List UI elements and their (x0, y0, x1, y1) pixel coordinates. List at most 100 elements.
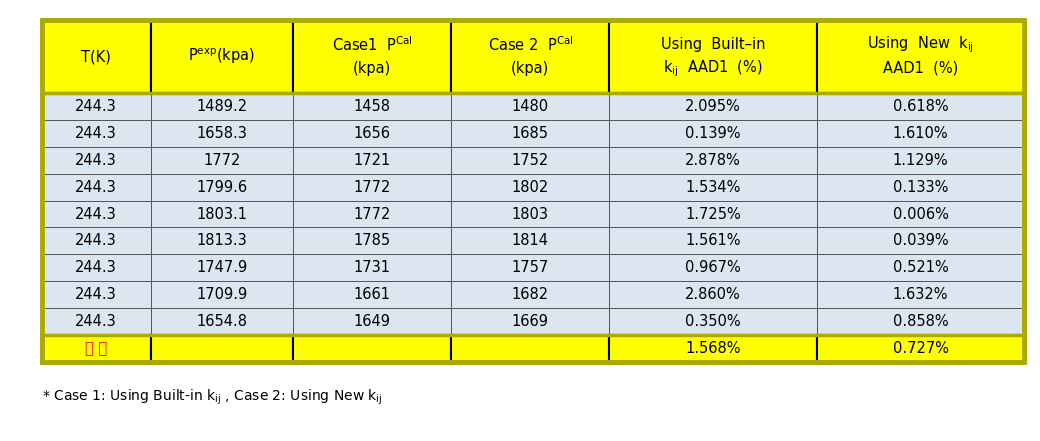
Text: 1752: 1752 (512, 153, 549, 168)
Text: 244.3: 244.3 (75, 314, 118, 329)
Text: 1813.3: 1813.3 (197, 233, 248, 248)
Text: Using  Built–in: Using Built–in (661, 37, 765, 52)
Bar (609, 335, 817, 362)
Bar (609, 281, 817, 308)
Bar (817, 201, 1024, 228)
Bar (42, 254, 151, 281)
Text: 1709.9: 1709.9 (197, 287, 248, 302)
Text: 1757: 1757 (512, 260, 549, 275)
Bar (42, 20, 1024, 362)
Text: 1785: 1785 (354, 233, 390, 248)
Text: 1747.9: 1747.9 (197, 260, 248, 275)
Text: 244.3: 244.3 (75, 233, 118, 248)
Bar (151, 308, 293, 335)
Text: Using  New  k$_{\mathregular{ij}}$: Using New k$_{\mathregular{ij}}$ (867, 34, 974, 55)
Text: 1721: 1721 (354, 153, 391, 168)
Text: 1649: 1649 (354, 314, 390, 329)
Text: 0.967%: 0.967% (685, 260, 742, 275)
Bar (817, 308, 1024, 335)
Bar (293, 201, 451, 228)
Text: 1.632%: 1.632% (893, 287, 948, 302)
Bar (817, 174, 1024, 201)
Text: 244.3: 244.3 (75, 180, 118, 195)
Bar (151, 281, 293, 308)
Bar (451, 308, 609, 335)
Bar (293, 254, 451, 281)
Bar (151, 228, 293, 254)
Bar (609, 174, 817, 201)
Bar (151, 335, 293, 362)
Text: Case 2  P$^{\mathregular{Cal}}$: Case 2 P$^{\mathregular{Cal}}$ (488, 35, 573, 54)
Text: 1480: 1480 (512, 99, 549, 114)
Text: 1.568%: 1.568% (685, 341, 740, 356)
Bar (451, 174, 609, 201)
Text: 0.139%: 0.139% (685, 126, 740, 141)
Text: 2.878%: 2.878% (685, 153, 742, 168)
Text: 0.039%: 0.039% (893, 233, 948, 248)
Text: 244.3: 244.3 (75, 260, 118, 275)
Bar (42, 281, 151, 308)
Bar (451, 335, 609, 362)
Bar (451, 147, 609, 174)
Text: 0.521%: 0.521% (892, 260, 948, 275)
Text: 0.727%: 0.727% (892, 341, 948, 356)
Text: 1656: 1656 (354, 126, 390, 141)
Text: P$^{\mathregular{exp}}$(kpa): P$^{\mathregular{exp}}$(kpa) (188, 47, 256, 67)
Text: k$_{\mathregular{ij}}$  AAD1  (%): k$_{\mathregular{ij}}$ AAD1 (%) (664, 58, 763, 78)
Text: 0.618%: 0.618% (893, 99, 948, 114)
Bar (451, 201, 609, 228)
Text: T(K): T(K) (81, 49, 111, 64)
Bar (42, 147, 151, 174)
Text: 244.3: 244.3 (75, 153, 118, 168)
Text: 1654.8: 1654.8 (197, 314, 248, 329)
Text: 0.133%: 0.133% (893, 180, 948, 195)
Text: 2.095%: 2.095% (685, 99, 742, 114)
Bar (42, 335, 1024, 362)
Bar (609, 147, 817, 174)
Bar (293, 308, 451, 335)
Bar (42, 20, 1024, 93)
Bar (293, 281, 451, 308)
Text: 1682: 1682 (512, 287, 549, 302)
Bar (293, 174, 451, 201)
Text: 1731: 1731 (354, 260, 390, 275)
Text: 1803: 1803 (512, 206, 549, 221)
Bar (451, 228, 609, 254)
Bar (293, 20, 451, 93)
Bar (451, 20, 609, 93)
Bar (293, 335, 451, 362)
Bar (151, 20, 293, 93)
Bar (609, 20, 817, 93)
Text: 1799.6: 1799.6 (197, 180, 248, 195)
Bar (817, 120, 1024, 147)
Text: 244.3: 244.3 (75, 206, 118, 221)
Text: 1.561%: 1.561% (685, 233, 740, 248)
Bar (451, 281, 609, 308)
Bar (451, 120, 609, 147)
Text: 1.610%: 1.610% (893, 126, 948, 141)
Bar (42, 228, 151, 254)
Bar (817, 254, 1024, 281)
Text: 1685: 1685 (512, 126, 549, 141)
Bar (42, 335, 151, 362)
Bar (817, 335, 1024, 362)
Text: 평 균: 평 균 (85, 341, 107, 356)
Text: 1803.1: 1803.1 (197, 206, 248, 221)
Bar (151, 201, 293, 228)
Bar (609, 201, 817, 228)
Text: 0.858%: 0.858% (893, 314, 948, 329)
Bar (817, 228, 1024, 254)
Text: 0.350%: 0.350% (685, 314, 740, 329)
Text: * Case 1: Using Built-in k$_{\mathregular{ij}}$ , Case 2: Using New k$_{\mathreg: * Case 1: Using Built-in k$_{\mathregula… (42, 388, 382, 407)
Bar (817, 147, 1024, 174)
Text: (kpa): (kpa) (353, 61, 391, 76)
Text: 1802: 1802 (512, 180, 549, 195)
Text: 1658.3: 1658.3 (197, 126, 248, 141)
Text: AAD1  (%): AAD1 (%) (883, 61, 958, 76)
Text: 1.534%: 1.534% (685, 180, 740, 195)
Bar (151, 147, 293, 174)
Bar (151, 174, 293, 201)
Bar (609, 120, 817, 147)
Bar (293, 228, 451, 254)
Bar (817, 93, 1024, 120)
